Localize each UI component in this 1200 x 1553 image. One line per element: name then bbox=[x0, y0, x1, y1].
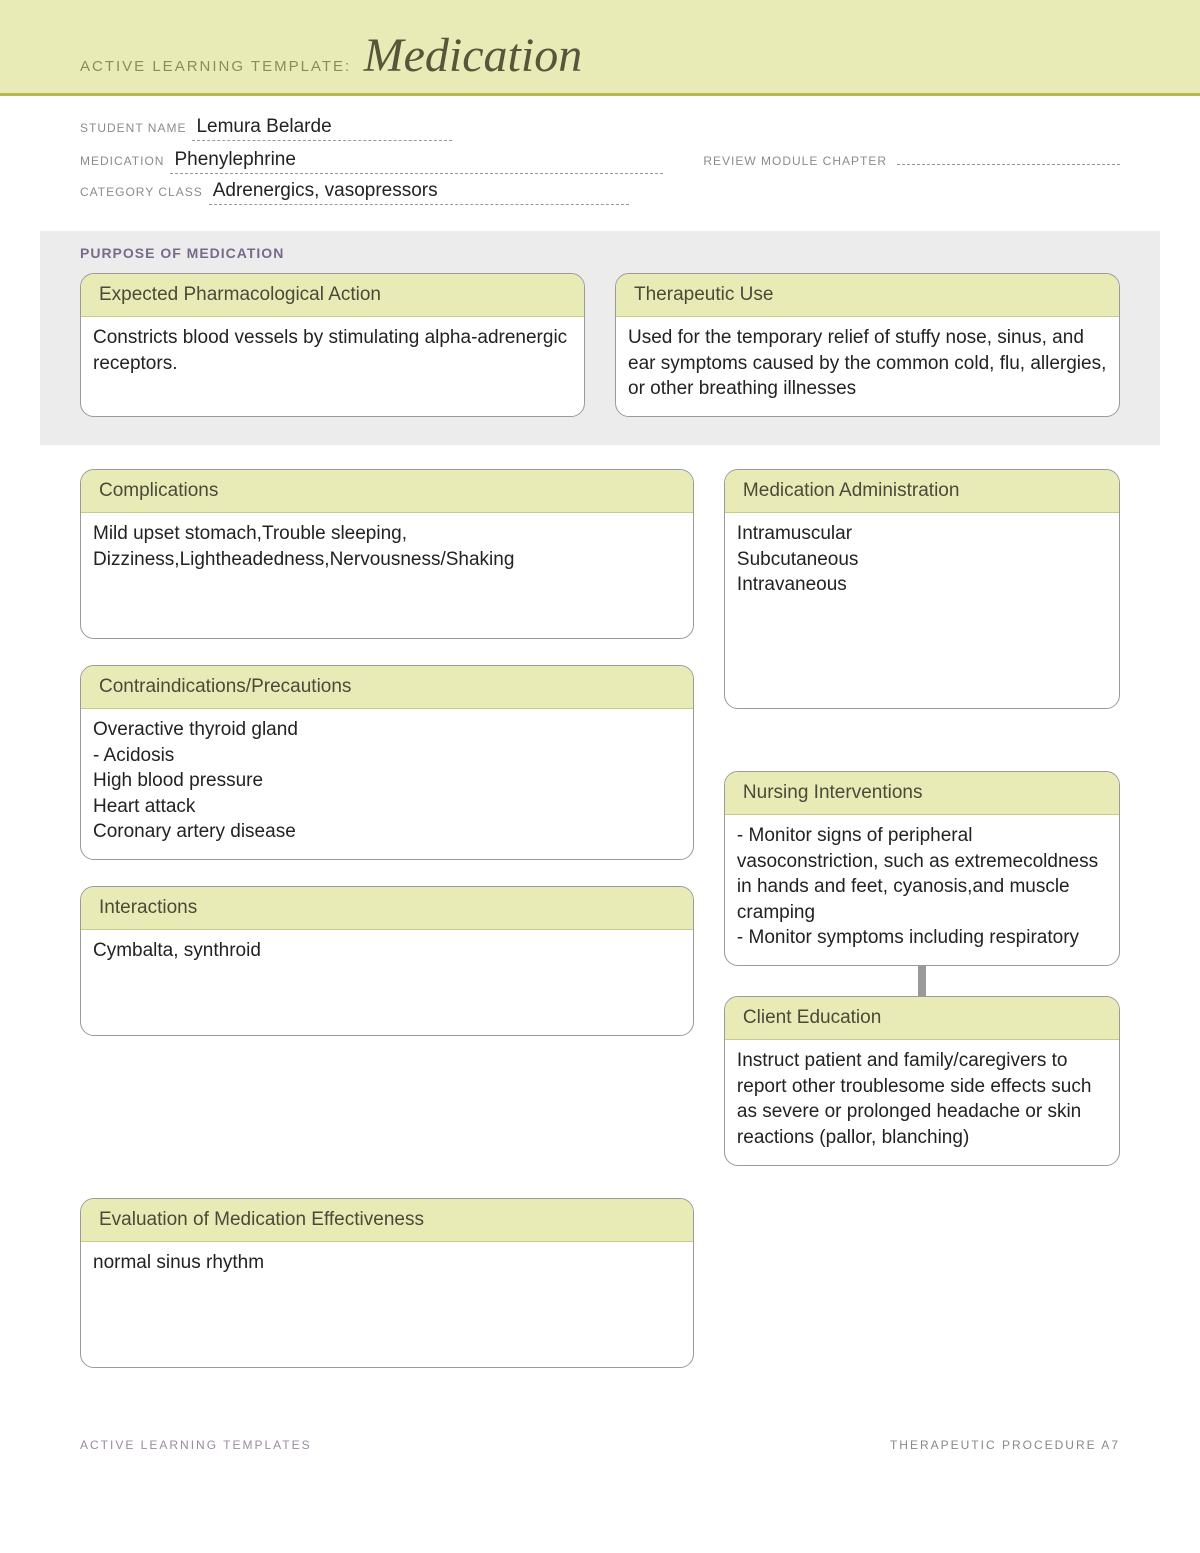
client-education-body: Instruct patient and family/caregivers t… bbox=[725, 1040, 1119, 1165]
contraindications-card: Contraindications/Precautions Overactive… bbox=[80, 665, 694, 860]
interactions-card: Interactions Cymbalta, synthroid bbox=[80, 886, 694, 1036]
main-columns: Complications Mild upset stomach,Trouble… bbox=[0, 445, 1200, 1378]
purpose-section: PURPOSE OF MEDICATION Expected Pharmacol… bbox=[40, 231, 1160, 445]
administration-card: Medication Administration Intramuscular … bbox=[724, 469, 1120, 709]
student-name-label: STUDENT NAME bbox=[80, 121, 186, 135]
evaluation-title: Evaluation of Medication Effectiveness bbox=[81, 1199, 693, 1242]
evaluation-card: Evaluation of Medication Effectiveness n… bbox=[80, 1198, 694, 1368]
pharmacological-action-body: Constricts blood vessels by stimulating … bbox=[81, 317, 584, 416]
header-banner: ACTIVE LEARNING TEMPLATE: Medication bbox=[0, 0, 1200, 96]
student-name-value: Lemura Belarde bbox=[192, 116, 452, 141]
nursing-interventions-card: Nursing Interventions - Monitor signs of… bbox=[724, 771, 1120, 966]
client-education-title: Client Education bbox=[725, 997, 1119, 1040]
review-chapter-label: REVIEW MODULE CHAPTER bbox=[703, 154, 887, 168]
form-area: STUDENT NAME Lemura Belarde MEDICATION P… bbox=[0, 96, 1200, 221]
interactions-title: Interactions bbox=[81, 887, 693, 930]
category-class-value: Adrenergics, vasopressors bbox=[209, 180, 629, 205]
pharmacological-action-card: Expected Pharmacological Action Constric… bbox=[80, 273, 585, 417]
footer-left: ACTIVE LEARNING TEMPLATES bbox=[80, 1438, 312, 1452]
medication-value: Phenylephrine bbox=[170, 149, 663, 174]
complications-card: Complications Mild upset stomach,Trouble… bbox=[80, 469, 694, 639]
nursing-interventions-title: Nursing Interventions bbox=[725, 772, 1119, 815]
pharmacological-action-title: Expected Pharmacological Action bbox=[81, 274, 584, 317]
template-title: Medication bbox=[364, 28, 583, 83]
purpose-section-title: PURPOSE OF MEDICATION bbox=[80, 245, 1120, 261]
template-label: ACTIVE LEARNING TEMPLATE: bbox=[80, 58, 351, 75]
complications-body: Mild upset stomach,Trouble sleeping, Diz… bbox=[81, 513, 693, 638]
contraindications-body: Overactive thyroid gland - Acidosis High… bbox=[81, 709, 693, 859]
therapeutic-use-body: Used for the temporary relief of stuffy … bbox=[616, 317, 1119, 416]
nursing-interventions-body: - Monitor signs of peripheral vasoconstr… bbox=[725, 815, 1119, 965]
footer-right: THERAPEUTIC PROCEDURE A7 bbox=[890, 1438, 1120, 1452]
evaluation-body: normal sinus rhythm bbox=[81, 1242, 693, 1367]
client-education-card: Client Education Instruct patient and fa… bbox=[724, 996, 1120, 1166]
administration-title: Medication Administration bbox=[725, 470, 1119, 513]
complications-title: Complications bbox=[81, 470, 693, 513]
page-footer: ACTIVE LEARNING TEMPLATES THERAPEUTIC PR… bbox=[0, 1378, 1200, 1482]
administration-body: Intramuscular Subcutaneous Intravaneous bbox=[725, 513, 1119, 708]
therapeutic-use-card: Therapeutic Use Used for the temporary r… bbox=[615, 273, 1120, 417]
medication-label: MEDICATION bbox=[80, 154, 164, 168]
card-connector bbox=[918, 966, 926, 996]
contraindications-title: Contraindications/Precautions bbox=[81, 666, 693, 709]
category-class-label: CATEGORY CLASS bbox=[80, 185, 203, 199]
review-chapter-value bbox=[897, 147, 1120, 165]
therapeutic-use-title: Therapeutic Use bbox=[616, 274, 1119, 317]
interactions-body: Cymbalta, synthroid bbox=[81, 930, 693, 1035]
